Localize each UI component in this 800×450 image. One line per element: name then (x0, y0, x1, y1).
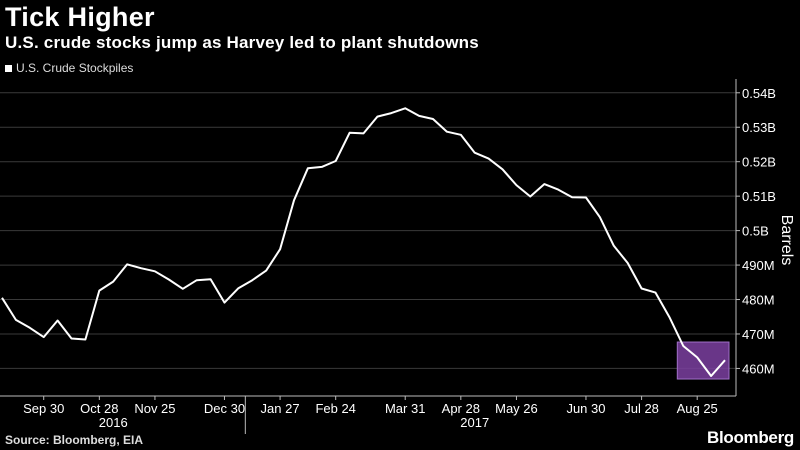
data-point (432, 118, 434, 120)
legend: U.S. Crude Stockpiles (5, 61, 133, 75)
data-point (307, 167, 309, 169)
data-point (474, 152, 476, 154)
data-point (529, 195, 531, 197)
data-point (293, 199, 295, 201)
data-point (126, 263, 128, 265)
chart-title: Tick Higher (5, 2, 155, 32)
data-point (223, 302, 225, 304)
year-label: 2016 (99, 415, 128, 430)
x-tick-label: Mar 31 (385, 401, 425, 416)
data-point (710, 375, 712, 377)
x-tick-label: Aug 25 (677, 401, 718, 416)
data-point (251, 279, 253, 281)
data-point (154, 270, 156, 272)
data-point (502, 168, 504, 170)
data-point (363, 132, 365, 134)
x-tick-label: Oct 28 (80, 401, 118, 416)
data-point (15, 319, 17, 321)
y-tick-label: 470M (742, 327, 775, 342)
data-point (376, 116, 378, 118)
data-point (515, 184, 517, 186)
data-point (29, 327, 31, 329)
data-point (57, 320, 59, 322)
data-point (265, 270, 267, 272)
data-point (488, 158, 490, 160)
x-tick-label: Jul 28 (624, 401, 659, 416)
y-tick-label: 460M (742, 361, 775, 376)
x-tick-label: Feb 24 (315, 401, 355, 416)
data-point (98, 290, 100, 292)
chart-subtitle: U.S. crude stocks jump as Harvey led to … (5, 33, 479, 52)
y-tick-label: 0.54B (742, 86, 776, 101)
data-point (641, 287, 643, 289)
data-point (321, 166, 323, 168)
data-point (182, 288, 184, 290)
data-point (724, 359, 726, 361)
y-tick-label: 0.53B (742, 120, 776, 135)
data-point (682, 345, 684, 347)
data-point (196, 279, 198, 281)
data-point (279, 248, 281, 250)
data-point (43, 336, 45, 338)
data-point (237, 287, 239, 289)
data-point (210, 278, 212, 280)
legend-swatch (5, 64, 12, 72)
data-point (585, 197, 587, 199)
data-point (599, 216, 601, 218)
data-point (140, 267, 142, 269)
data-point (390, 112, 392, 114)
data-point (418, 115, 420, 117)
data-point (335, 160, 337, 162)
y-tick-label: 0.5B (742, 224, 769, 239)
data-point (84, 338, 86, 340)
y-tick-label: 0.52B (742, 155, 776, 170)
x-tick-label: Dec 30 (204, 401, 245, 416)
source-note: Source: Bloomberg, EIA (5, 433, 144, 447)
data-point (460, 134, 462, 136)
data-point (1, 297, 3, 299)
year-label: 2017 (460, 415, 489, 430)
data-point (71, 337, 73, 339)
series-line (1, 107, 726, 377)
brand-logo: Bloomberg (706, 428, 794, 447)
data-point (446, 131, 448, 133)
y-tick-label: 0.51B (742, 189, 776, 204)
data-point (613, 245, 615, 247)
data-point (696, 356, 698, 358)
x-tick-label: Apr 28 (442, 401, 480, 416)
y-axis-title: Barrels (778, 215, 795, 266)
x-tick-label: May 26 (495, 401, 538, 416)
x-tick-label: Sep 30 (23, 401, 64, 416)
data-point (168, 279, 170, 281)
data-point (543, 183, 545, 185)
data-point (404, 107, 406, 109)
data-point (112, 281, 114, 283)
x-tick-label: Jun 30 (566, 401, 605, 416)
legend-label: U.S. Crude Stockpiles (16, 61, 134, 75)
x-tick-label: Jan 27 (261, 401, 300, 416)
y-tick-label: 480M (742, 293, 775, 308)
data-point (668, 316, 670, 318)
data-point (349, 132, 351, 134)
data-point (557, 189, 559, 191)
y-tick-label: 490M (742, 258, 775, 273)
data-point (571, 196, 573, 198)
x-tick-label: Nov 25 (134, 401, 175, 416)
data-point (627, 262, 629, 264)
data-point (654, 292, 656, 294)
